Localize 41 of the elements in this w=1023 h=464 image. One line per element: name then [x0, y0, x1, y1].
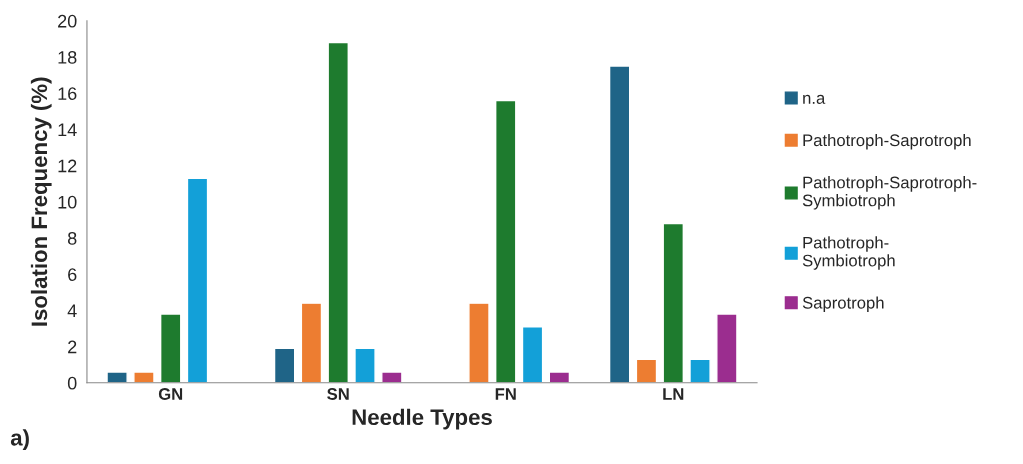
- y-axis-title: Isolation Frequency (%): [30, 77, 52, 326]
- legend-label: Saprotroph: [802, 296, 884, 312]
- y-tick-label: 14: [58, 123, 77, 136]
- x-axis-title: Needle Types: [352, 408, 492, 430]
- y-tick-label: 4: [67, 304, 77, 317]
- bar: [468, 302, 490, 383]
- y-tick-label: 12: [58, 159, 77, 173]
- bar: [273, 347, 296, 383]
- legend-label: n.a: [803, 94, 826, 104]
- bar: [186, 177, 209, 383]
- legend-label: Pathotroph-Saprotroph: [803, 133, 971, 150]
- bar: [133, 371, 155, 383]
- x-tick-label: GN: [158, 388, 183, 400]
- y-tick-label: 0: [67, 376, 77, 390]
- bar: [494, 99, 517, 383]
- x-tick-label: FN: [495, 388, 516, 400]
- y-tick-label: 16: [58, 87, 77, 100]
- bar: [608, 65, 631, 383]
- bar: [327, 41, 349, 383]
- legend-label: Pathotroph-Symbiotroph: [802, 236, 895, 270]
- bar: [300, 302, 323, 383]
- bar: [548, 371, 571, 383]
- y-tick-label: 6: [68, 268, 77, 281]
- bar: [521, 326, 544, 383]
- y-tick-label: 2: [68, 340, 77, 354]
- bar: [716, 313, 738, 383]
- legend-label: Pathotroph-Saprotroph-Symbiotroph: [802, 176, 977, 210]
- bar: [159, 313, 182, 383]
- y-tick-label: 20: [58, 14, 77, 28]
- bar: [106, 371, 128, 383]
- y-tick-label: 10: [58, 195, 77, 209]
- bar: [662, 222, 685, 383]
- bar: [354, 347, 376, 383]
- y-tick-label: 8: [67, 231, 77, 245]
- bar: [381, 371, 403, 383]
- text: a): [10, 429, 29, 451]
- bar: [635, 358, 658, 383]
- x-tick-label: SN: [327, 388, 349, 400]
- x-tick-label: LN: [663, 388, 684, 400]
- y-tick-label: 18: [58, 51, 77, 64]
- bar: [689, 358, 711, 383]
